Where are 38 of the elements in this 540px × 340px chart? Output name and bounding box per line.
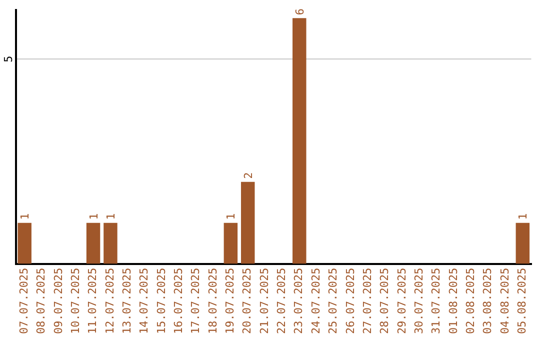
y-tick-label: 5 bbox=[2, 56, 15, 62]
data-label: 1 bbox=[87, 213, 100, 220]
x-tick-label: 27.07.2025 bbox=[360, 268, 374, 334]
x-tick-label: 11.07.2025 bbox=[86, 268, 100, 334]
x-tick-label: 29.07.2025 bbox=[395, 268, 408, 334]
x-tick-label: 20.07.2025 bbox=[240, 268, 254, 334]
x-tick-label: 30.07.2025 bbox=[412, 268, 426, 334]
x-tick-label: 16.07.2025 bbox=[172, 268, 186, 334]
data-label: 1 bbox=[104, 213, 118, 220]
x-tick-label: 14.07.2025 bbox=[138, 268, 151, 334]
data-label: 6 bbox=[293, 8, 306, 16]
x-tick-label: 07.07.2025 bbox=[17, 268, 30, 334]
x-tick-label: 05.08.2025 bbox=[516, 268, 529, 334]
x-tick-label: 19.07.2025 bbox=[224, 268, 237, 334]
data-label: 1 bbox=[18, 213, 32, 220]
x-tick-label: 04.08.2025 bbox=[498, 268, 512, 334]
x-tick-label: 17.07.2025 bbox=[189, 268, 202, 334]
x-tick-label: 15.07.2025 bbox=[154, 268, 168, 334]
data-label: 2 bbox=[242, 172, 255, 179]
x-tick-label: 08.07.2025 bbox=[34, 268, 48, 334]
x-tick-label: 03.08.2025 bbox=[481, 268, 494, 334]
x-tick-label: 12.07.2025 bbox=[103, 268, 116, 334]
x-tick-label: 21.07.2025 bbox=[258, 268, 271, 334]
x-tick-label: 13.07.2025 bbox=[120, 268, 134, 334]
x-tick-label: 02.08.2025 bbox=[464, 268, 477, 334]
data-label: 1 bbox=[516, 213, 530, 220]
x-tick-label: 09.07.2025 bbox=[52, 268, 65, 334]
data-label: 1 bbox=[224, 213, 238, 220]
x-tick-label: 28.07.2025 bbox=[378, 268, 392, 334]
x-tick-label: 23.07.2025 bbox=[292, 268, 306, 334]
x-tick-label: 24.07.2025 bbox=[309, 268, 322, 334]
x-tick-label: 01.08.2025 bbox=[446, 268, 460, 334]
x-tick-label: 18.07.2025 bbox=[206, 268, 220, 334]
x-tick-label: 25.07.2025 bbox=[326, 268, 340, 334]
x-tick-label: 26.07.2025 bbox=[344, 268, 357, 334]
x-tick-label: 31.07.2025 bbox=[430, 268, 443, 334]
x-tick-label: 10.07.2025 bbox=[68, 268, 82, 334]
x-tick-label: 22.07.2025 bbox=[275, 268, 288, 334]
